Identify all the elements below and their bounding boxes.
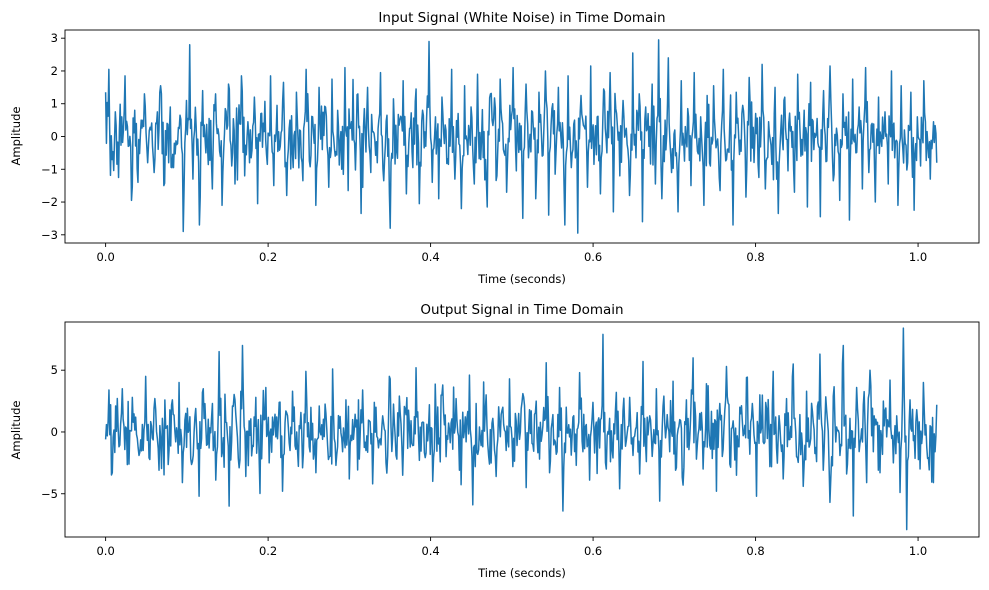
input-y-tick-label: 0	[51, 130, 58, 144]
output-signal-chart: Output Signal in Time Domain 0.0 0.2 0.4 0.…	[9, 302, 980, 580]
output-chart-title: Output Signal in Time Domain	[420, 302, 623, 318]
input-x-tick-label: 0.4	[421, 250, 439, 264]
input-x-axis-label: Time (seconds)	[477, 272, 566, 286]
input-signal-chart: Input Signal (White Noise) in Time Domai…	[9, 10, 980, 286]
input-series-line	[104, 39, 938, 234]
input-x-tick-label: 0.0	[96, 250, 114, 264]
output-y-tick-label: 0	[51, 425, 58, 439]
output-y-ticks: −5 0 5	[41, 363, 65, 501]
output-series-line	[104, 327, 938, 531]
input-x-tick-label: 1.0	[909, 250, 927, 264]
output-axes-frame	[64, 321, 980, 538]
output-y-tick-label: −5	[41, 487, 58, 501]
output-x-tick-label: 0.4	[421, 544, 439, 558]
input-x-tick-label: 0.8	[746, 250, 764, 264]
output-x-axis-label: Time (seconds)	[477, 566, 566, 580]
input-y-axis-label: Amplitude	[9, 107, 23, 166]
input-chart-title: Input Signal (White Noise) in Time Domai…	[378, 10, 665, 26]
output-x-ticks: 0.0 0.2 0.4 0.6 0.8 1.0	[96, 537, 927, 558]
input-y-tick-label: 3	[51, 31, 58, 45]
output-y-axis-label: Amplitude	[9, 401, 23, 460]
input-x-tick-label: 0.6	[584, 250, 602, 264]
input-y-tick-label: 2	[51, 64, 58, 78]
input-x-ticks: 0.0 0.2 0.4 0.6 0.8 1.0	[96, 243, 927, 264]
output-x-tick-label: 0.8	[746, 544, 764, 558]
input-y-tick-label: −1	[41, 162, 58, 176]
output-x-tick-label: 0.6	[584, 544, 602, 558]
output-x-tick-label: 1.0	[909, 544, 927, 558]
input-y-tick-label: 1	[51, 97, 58, 111]
output-x-tick-label: 0.0	[96, 544, 114, 558]
output-x-tick-label: 0.2	[259, 544, 277, 558]
output-y-tick-label: 5	[51, 363, 58, 377]
input-series-layer	[104, 39, 938, 234]
input-x-tick-label: 0.2	[259, 250, 277, 264]
input-y-tick-label: −3	[41, 228, 58, 242]
input-y-ticks: −3 −2 −1 0 1 2 3	[41, 31, 65, 242]
output-series-layer	[104, 327, 938, 531]
input-y-tick-label: −2	[41, 195, 58, 209]
